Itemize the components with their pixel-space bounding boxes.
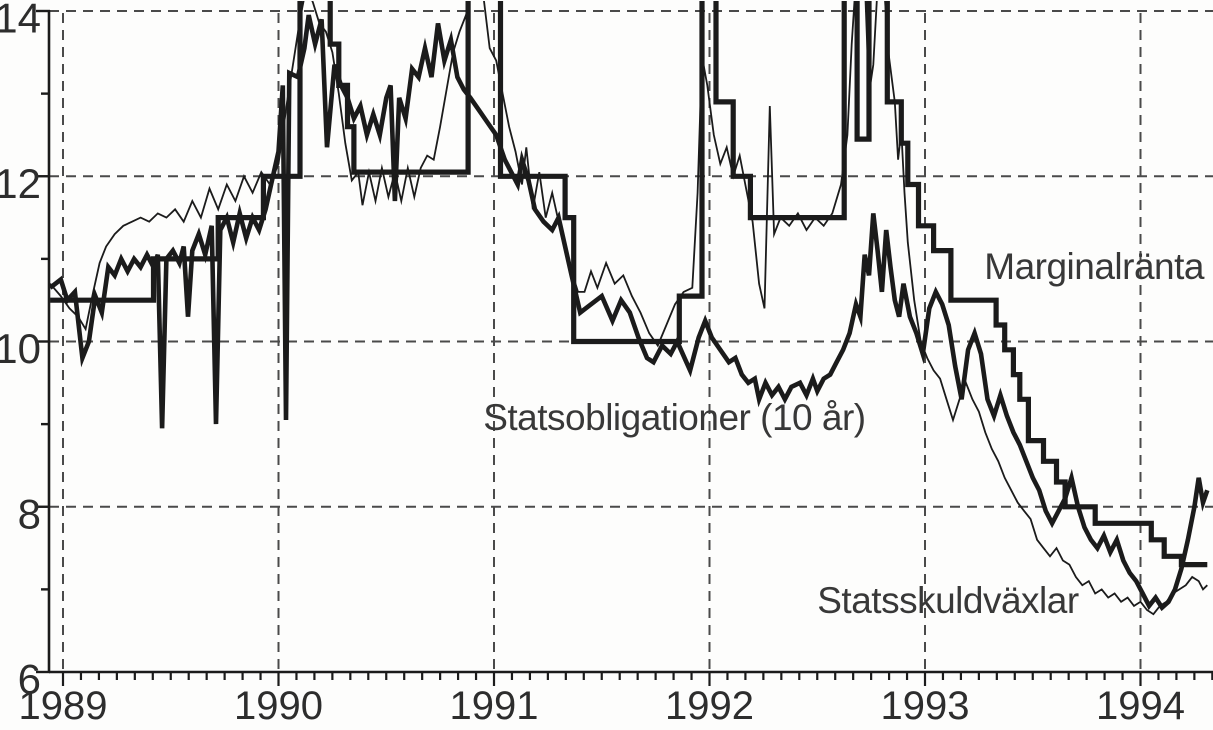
- series-lines: [49, 1, 1210, 616]
- y-label-14: 14: [0, 0, 41, 42]
- x-label-1991: 1991: [450, 684, 539, 728]
- y-label-10: 10: [0, 325, 41, 372]
- x-label-1992: 1992: [665, 684, 754, 728]
- x-label-1994: 1994: [1096, 684, 1185, 728]
- series-statsobligationer-10-r-: [49, 14, 1210, 612]
- y-label-8: 8: [18, 490, 41, 537]
- y-label-6: 6: [18, 656, 41, 703]
- series-label-statsobligationer: Statsobligationer (10 år): [483, 397, 866, 439]
- y-label-12: 12: [0, 160, 41, 207]
- series-label-marginalranta: Marginalränta: [984, 246, 1204, 288]
- y-axis-labels: 6 8 10 12 14: [0, 0, 41, 703]
- x-label-1989: 1989: [19, 684, 108, 728]
- series-label-statsskuldvaxlar: Statsskuldväxlar: [817, 579, 1079, 621]
- y-ticks: [36, 9, 50, 674]
- x-label-1993: 1993: [881, 684, 970, 728]
- series-statsskuldv-xlar: [49, 1, 1208, 616]
- x-ticks: [61, 672, 1213, 686]
- x-label-1990: 1990: [234, 684, 323, 728]
- x-axis-labels: 1989 1990 1991 1992 1993 1994: [19, 684, 1185, 728]
- series-marginalr-nta: [50, 1, 1208, 568]
